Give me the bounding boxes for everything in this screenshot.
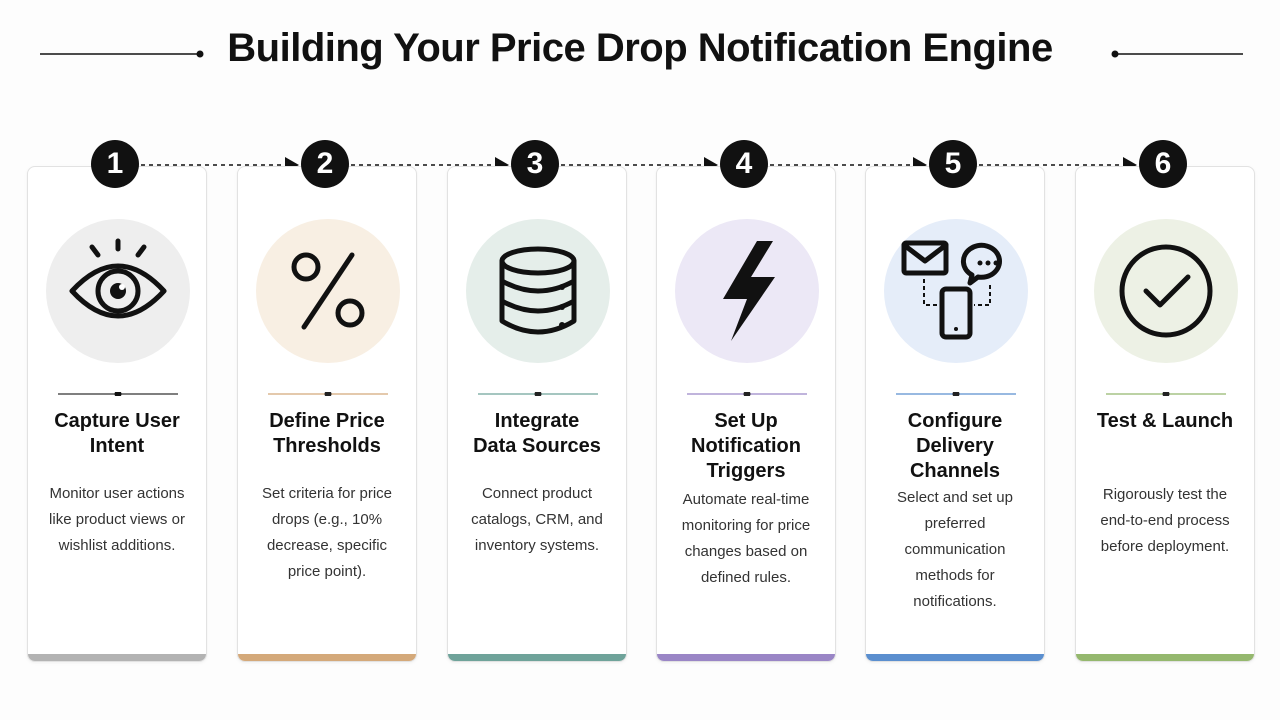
step-description: Monitor user actions like product views … [49,485,185,554]
step-number: 4 [720,140,768,188]
icon-graphic [1119,244,1213,338]
step-accent-bar [238,654,416,661]
icon-graphic [723,241,775,341]
step-accent-bar [28,654,206,661]
step-accent-bar [866,654,1044,661]
step-title-line: Intent [89,435,145,457]
step-icon [1094,219,1238,363]
divider-graphic [478,390,598,398]
step-icon [466,219,610,363]
step-description: Set criteria for price drops (e.g., 10% … [261,485,393,580]
step-number: 3 [511,140,559,188]
step-accent-bar [1076,654,1254,661]
page-title: Building Your Price Drop Notification En… [227,26,1053,70]
step-card: Set Up Notification Triggers Automate real-… [656,166,836,662]
icon-graphic [499,246,577,335]
step-card: Define Price Thresholds Set criteria for p… [237,166,417,662]
step-divider [1106,383,1226,398]
step-description: Automate real-time monitoring for price … [681,491,811,586]
step-title-line: Test & Launch [1096,410,1234,432]
step-title: Set Up Notification Triggers [663,409,829,484]
step-divider [478,383,598,398]
divider-graphic [896,390,1016,398]
step-number: 1 [91,140,139,188]
step-title: Define Price Thresholds [244,409,410,459]
step-description: Select and set up preferred communicatio… [897,489,1013,610]
step-number: 2 [301,140,349,188]
step-title: Configure Delivery Channels [872,409,1038,484]
step-accent-bar [657,654,835,661]
step-card: Configure Delivery Channels Select and set … [865,166,1045,662]
title-rule-dot [1111,50,1119,58]
step-card: Capture User Intent Monitor user actions l… [27,166,207,662]
step-divider [58,383,178,398]
icon-graphic [901,240,1002,340]
step-divider [896,383,1016,398]
step-card: Test & Launch Rigorously test the end-to-… [1075,166,1255,662]
step-number: 5 [929,140,977,188]
step-title-line: Notification [691,435,801,457]
divider-graphic [58,390,178,398]
step-icon [675,219,819,363]
step-divider [268,383,388,398]
step-title-line: Set Up [714,410,778,432]
step-divider [687,383,807,398]
step-icon [884,219,1028,363]
divider-graphic [268,390,388,398]
step-description: Connect product catalogs, CRM, and inven… [471,485,603,554]
divider-graphic [1106,390,1226,398]
step-title: Test & Launch [1082,409,1248,434]
step-title: Capture User Intent [34,409,200,459]
step-title-line: Data Sources [473,435,601,457]
step-title: Integrate Data Sources [454,409,620,459]
icon-graphic [69,238,167,319]
step-title-line: Triggers [706,460,786,482]
title-rule-dot [196,50,204,58]
step-title-line: Capture User [54,410,180,432]
step-description: Rigorously test the end-to-end process b… [1100,486,1230,555]
step-number: 6 [1139,140,1187,188]
step-title-line: Delivery [916,435,994,457]
step-title-line: Thresholds [273,435,381,457]
divider-graphic [687,390,807,398]
step-title-line: Define Price [269,410,385,432]
step-icon [256,219,400,363]
icon-graphic [291,252,365,330]
step-card: Integrate Data Sources Connect product cat… [447,166,627,662]
step-title-line: Channels [909,460,1001,482]
step-accent-bar [448,654,626,661]
step-icon [46,219,190,363]
step-title-line: Integrate [494,410,580,432]
step-title-line: Configure [907,410,1003,432]
